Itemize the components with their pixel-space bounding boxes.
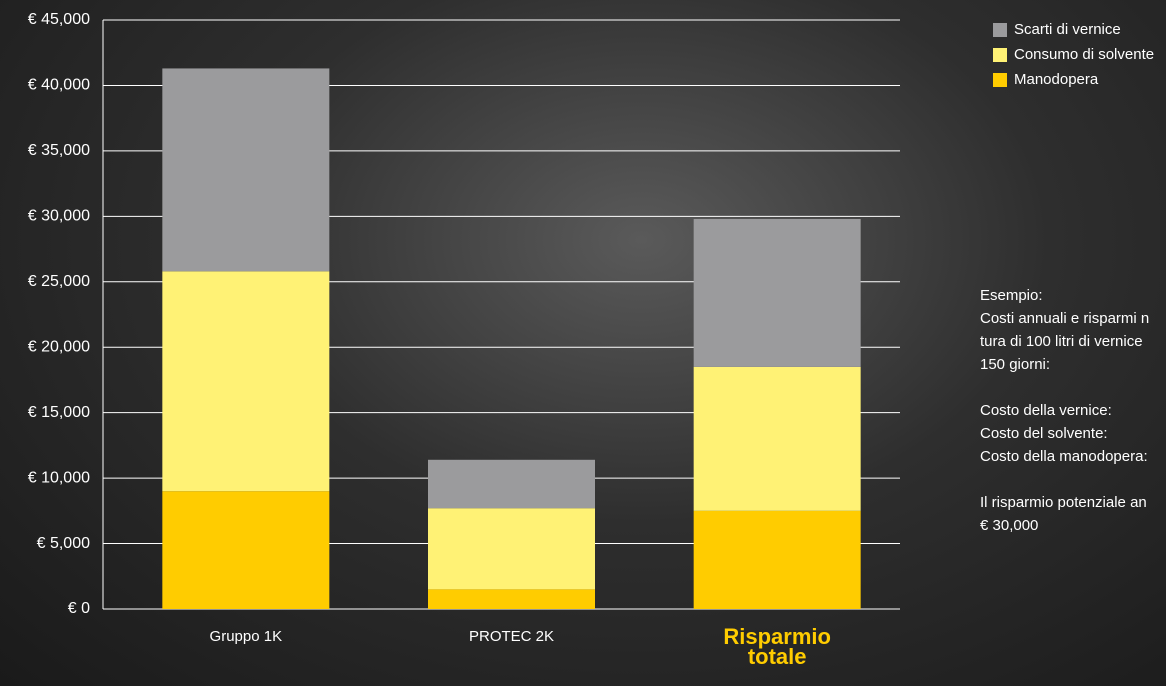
y-tick-label: € 10,000 [28, 469, 90, 486]
annotation: Costo della manodopera: [980, 448, 1148, 465]
legend-swatch [993, 23, 1007, 37]
x-tick-label: Gruppo 1K [161, 628, 331, 646]
x-tick-label: Risparmio totale [707, 627, 847, 667]
annotation: Il risparmio potenziale an [980, 494, 1147, 511]
y-tick-label: € 25,000 [28, 273, 90, 290]
page: € 0 € 5,000 € 10,000 € 15,000 € 20,000 € 25,0… [0, 0, 1166, 686]
legend-label: Consumo di solvente [1014, 46, 1154, 63]
annotation: 150 giorni: [980, 356, 1050, 373]
y-tick-label: € 40,000 [28, 77, 90, 94]
annotation: Costi annuali e risparmi n [980, 310, 1149, 327]
annotation: Esempio: [980, 287, 1043, 304]
y-tick-label: € 0 [68, 600, 90, 617]
annotation: tura di 100 litri di vernice [980, 333, 1143, 350]
bar-segment [162, 491, 329, 609]
bar-segment [428, 508, 595, 589]
bar-segment [694, 219, 861, 367]
legend-swatch [993, 73, 1007, 87]
y-tick-label: € 30,000 [28, 208, 90, 225]
legend-label: Scarti di vernice [1014, 21, 1121, 38]
y-tick-label: € 20,000 [28, 338, 90, 355]
bar-segment [428, 460, 595, 508]
y-tick-label: € 15,000 [28, 404, 90, 421]
y-tick-label: € 45,000 [28, 11, 90, 28]
legend-swatch [993, 48, 1007, 62]
bar-segment [162, 271, 329, 491]
x-tick-label: PROTEC 2K [427, 628, 597, 646]
y-tick-label: € 35,000 [28, 142, 90, 159]
legend-label: Manodopera [1014, 71, 1099, 88]
annotation: € 30,000 [980, 517, 1038, 534]
bar-segment [694, 511, 861, 609]
annotation: Costo del solvente: [980, 425, 1108, 442]
bar-segment [428, 589, 595, 609]
annotation: Costo della vernice: [980, 402, 1112, 419]
y-tick-label: € 5,000 [37, 535, 90, 552]
bar-segment [694, 367, 861, 511]
bar-segment [162, 68, 329, 271]
